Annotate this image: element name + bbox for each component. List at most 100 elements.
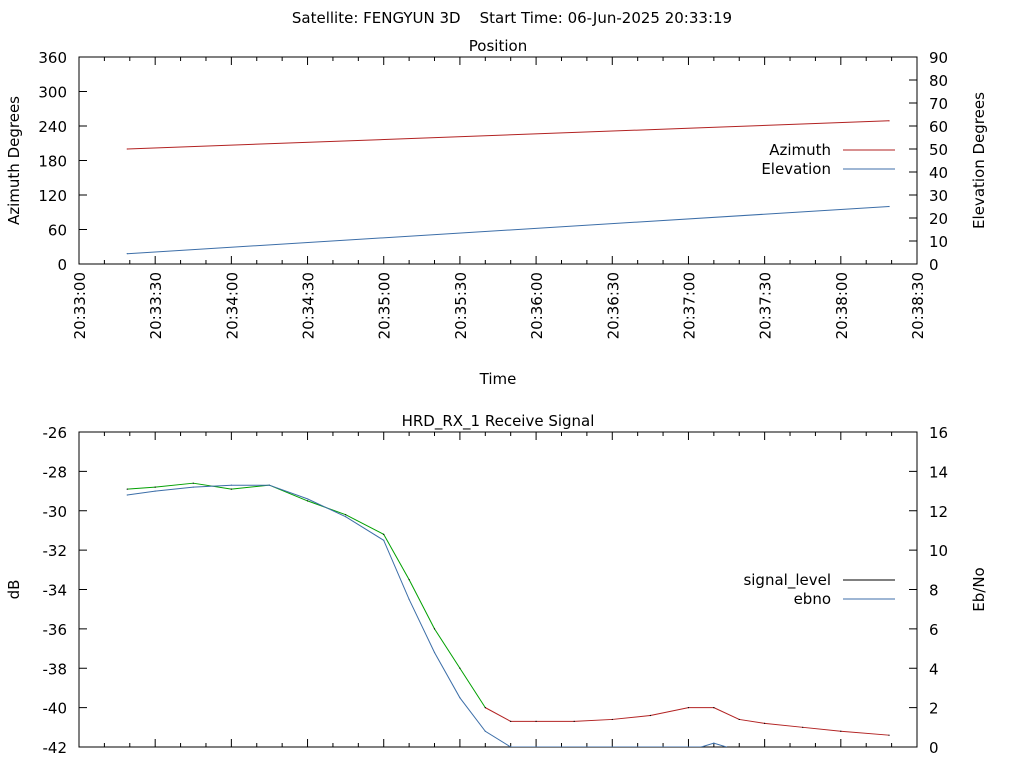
- y2-tick-label: 2: [929, 700, 939, 718]
- legend-elevation-label: Elevation: [761, 160, 831, 178]
- legend-signal-level-label: signal_level: [743, 571, 831, 590]
- y-tick-label: -32: [43, 542, 68, 560]
- series-signal-level-segment: [345, 514, 384, 535]
- y-tick-label: -40: [43, 700, 68, 718]
- y2-tick-label: 30: [929, 187, 948, 205]
- series-elevation-point: [126, 253, 128, 255]
- series-signal-level-point: [154, 486, 156, 488]
- series-azimuth-point: [888, 120, 890, 122]
- series-group: [126, 120, 890, 255]
- chart-title: Position: [469, 37, 527, 55]
- y2-tick-label: 90: [929, 49, 948, 67]
- series-signal-level-segment: [802, 726, 841, 732]
- legend-azimuth-label: Azimuth: [769, 141, 831, 159]
- series-signal-level-point: [713, 707, 715, 709]
- series-signal-level-segment: [840, 730, 890, 736]
- series-group: [126, 482, 890, 747]
- y-tick-label: 60: [48, 222, 67, 240]
- y2-tick-label: 16: [929, 424, 948, 442]
- series-signal-level-point: [611, 718, 613, 721]
- y-axis-label: Azimuth Degrees: [5, 96, 23, 225]
- series-signal-level-point: [840, 730, 842, 732]
- series-signal-level-point: [306, 500, 309, 502]
- x-tick-label: 20:38:30: [909, 272, 927, 339]
- position-chart: Position 20:33:00 20:33:30 20:34:00 20:34:30…: [5, 37, 988, 388]
- series-signal-level-segment: [459, 667, 486, 708]
- series-signal-level-segment: [127, 486, 156, 490]
- x-tick-label: 20:34:00: [223, 272, 241, 339]
- series-ebno-point: [433, 651, 436, 654]
- series-signal-level-segment: [650, 707, 689, 716]
- series-ebno-point: [230, 484, 232, 486]
- series-signal-level-segment: [764, 722, 803, 728]
- series-ebno-point: [713, 742, 715, 744]
- y-tick-label: -26: [43, 424, 68, 442]
- y2-tick-label: 8: [929, 582, 939, 600]
- y2-axis-label: Elevation Degrees: [970, 92, 988, 229]
- x-tick-label: 20:35:30: [452, 272, 470, 339]
- series-signal-level-segment: [155, 482, 194, 488]
- series-signal-level-segment: [713, 707, 740, 720]
- y-tick-label: -38: [43, 660, 68, 678]
- y2-tick-label: 70: [929, 95, 948, 113]
- x-tick-label: 20:37:00: [680, 272, 698, 339]
- series-signal-level-point: [738, 718, 740, 721]
- series-signal-level-point: [433, 628, 436, 630]
- series-ebno-point: [383, 539, 385, 541]
- series-signal-level-segment: [434, 628, 461, 669]
- x-tick-label: 20:37:30: [757, 272, 775, 339]
- y-tick-label: 0: [57, 256, 67, 274]
- series-ebno-point: [268, 484, 271, 486]
- series-signal-level-point: [649, 714, 651, 717]
- series-signal-level-point: [535, 720, 537, 723]
- chart-title: HRD_RX_1 Receive Signal: [402, 412, 595, 431]
- y2-tick-label: 10: [929, 542, 948, 560]
- series-ebno-point: [484, 730, 486, 732]
- series-signal-level-point: [764, 722, 766, 724]
- series-signal-level-point: [888, 734, 890, 736]
- series-signal-level-point: [687, 707, 690, 709]
- y2-tick-label: 14: [929, 463, 948, 481]
- y-tick-label: 300: [38, 84, 67, 102]
- x-tick-label: 20:38:00: [833, 272, 851, 339]
- y-tick-label: 360: [38, 49, 67, 67]
- series-ebno-point: [510, 746, 512, 747]
- y-tick-label: -36: [43, 621, 68, 639]
- series-ebno-point: [408, 598, 410, 600]
- y-tick-label: 180: [38, 153, 67, 171]
- y-tick-label: -34: [43, 582, 68, 600]
- y-tick-label: -30: [43, 503, 68, 521]
- series-signal-level-segment: [574, 718, 613, 722]
- x-tick-label: 20:35:00: [376, 272, 394, 339]
- series-ebno-point: [306, 498, 309, 500]
- series-signal-level-point: [510, 720, 512, 723]
- y2-tick-label: 50: [929, 141, 948, 159]
- series-signal-level-point: [230, 488, 232, 490]
- series-signal-level-segment: [383, 534, 410, 580]
- y2-tick-label: 20: [929, 210, 948, 228]
- series-ebno-point: [700, 746, 702, 747]
- y2-axis-label: Eb/No: [970, 567, 988, 611]
- series-signal-level-point: [408, 579, 410, 581]
- series-signal-level-segment: [408, 579, 435, 630]
- series-elevation-line: [127, 206, 890, 255]
- series-signal-level-point: [345, 514, 347, 516]
- y-tick-label: -42: [43, 739, 68, 757]
- series-signal-level-point: [573, 720, 575, 723]
- series-elevation-point: [888, 205, 890, 208]
- y-tick-label: 120: [38, 187, 67, 205]
- series-ebno-line: [127, 484, 727, 747]
- series-ebno-point: [345, 516, 347, 518]
- y2-tick-label: 60: [929, 118, 948, 136]
- series-ebno-point: [126, 494, 128, 496]
- series-signal-level-segment: [612, 715, 651, 720]
- x-tick-label: 20:33:00: [71, 272, 89, 339]
- series-ebno-point: [192, 486, 194, 488]
- series-signal-level-point: [802, 726, 804, 728]
- plot-frame: [78, 431, 918, 748]
- series-azimuth-point: [126, 148, 128, 150]
- y2-tick-label: 0: [929, 256, 939, 274]
- series-ebno-point: [725, 746, 728, 747]
- y2-tick-label: 80: [929, 72, 948, 90]
